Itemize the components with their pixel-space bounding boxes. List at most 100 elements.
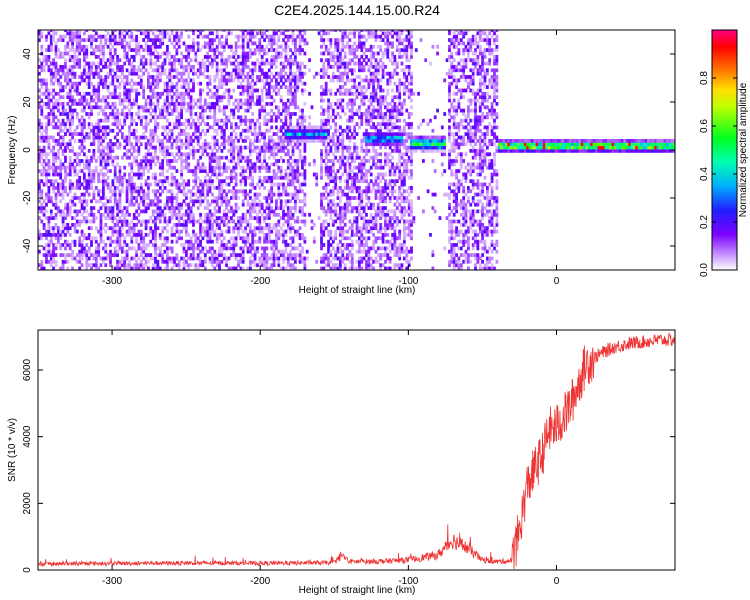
heatmap-cell: [47, 219, 51, 224]
heatmap-cell: [111, 229, 115, 234]
heatmap-cell: [118, 206, 122, 210]
heatmap-cell: [116, 229, 119, 234]
heatmap-cell: [102, 149, 105, 153]
heatmap-cell: [99, 219, 103, 224]
heatmap-cell: [102, 226, 105, 231]
heatmap-cell: [298, 48, 302, 52]
heatmap-cell: [111, 108, 115, 113]
heatmap-cell: [187, 243, 191, 247]
heatmap-cell: [227, 142, 231, 147]
heatmap-cell: [147, 266, 150, 270]
heatmap-cell: [54, 152, 58, 157]
heatmap-cell: [267, 38, 271, 42]
heatmap-cell: [80, 249, 84, 254]
heatmap-cell: [68, 68, 72, 73]
heatmap-cell: [106, 256, 110, 261]
heatmap-cell: [303, 118, 307, 123]
heatmap-cell: [267, 175, 271, 180]
heatmap-cell: [109, 95, 112, 100]
heatmap-cell: [75, 102, 79, 106]
heatmap-cell: [187, 135, 191, 140]
heatmap-cell: [80, 135, 84, 140]
heatmap-cell: [142, 155, 146, 160]
heatmap-cell: [75, 219, 79, 224]
heatmap-cell: [296, 179, 300, 184]
heatmap-cell: [194, 112, 198, 116]
heatmap-cell: [99, 81, 103, 86]
heatmap-cell: [163, 243, 167, 247]
heatmap-cell: [135, 189, 138, 194]
heatmap-cell: [130, 55, 134, 59]
heatmap-cell: [312, 128, 316, 133]
heatmap-cell: [104, 152, 108, 157]
heatmap-cell: [246, 128, 250, 133]
heatmap-cell: [118, 98, 122, 103]
heatmap-cell: [327, 102, 330, 106]
heatmap-cell: [215, 118, 219, 123]
heatmap-cell: [173, 34, 176, 39]
heatmap-cell: [244, 212, 247, 217]
heatmap-cell: [275, 65, 278, 69]
heatmap-cell: [109, 226, 112, 231]
heatmap-cell: [241, 256, 245, 261]
heatmap-cell: [40, 266, 44, 270]
heatmap-cell: [90, 105, 93, 110]
heatmap-cell: [102, 98, 105, 103]
heatmap-cell: [215, 61, 219, 66]
heatmap-cell: [331, 75, 335, 79]
heatmap-cell: [151, 102, 155, 106]
heatmap-cell: [87, 135, 91, 140]
heatmap-cell: [265, 175, 269, 180]
heatmap-cell: [256, 95, 259, 100]
heatmap-cell: [83, 108, 86, 113]
heatmap-cell: [85, 81, 89, 86]
heatmap-cell: [282, 229, 285, 234]
heatmap-cell: [180, 58, 183, 63]
heatmap-cell: [78, 266, 82, 270]
heatmap-cell: [57, 125, 60, 130]
heatmap-cell: [177, 41, 181, 46]
heatmap-cell: [125, 196, 129, 200]
heatmap-cell: [249, 189, 252, 194]
heatmap-cell: [154, 209, 157, 214]
heatmap-cell: [286, 162, 290, 167]
heatmap-cell: [215, 128, 219, 133]
heatmap-cell: [339, 115, 342, 120]
heatmap-cell: [267, 48, 271, 52]
heatmap-cell: [73, 51, 77, 56]
heatmap-cell: [166, 219, 169, 224]
heatmap-cell: [118, 145, 122, 150]
heatmap-cell: [215, 263, 219, 268]
heatmap-cell: [52, 172, 55, 177]
heatmap-cell: [324, 189, 328, 194]
heatmap-cell: [47, 44, 51, 49]
heatmap-cell: [246, 85, 250, 89]
heatmap-cell: [106, 236, 110, 241]
heatmap-cell: [331, 239, 335, 244]
heatmap-cell: [241, 30, 245, 32]
heatmap-cell: [166, 108, 169, 113]
heatmap-cell: [282, 65, 285, 69]
heatmap-cell: [125, 105, 129, 110]
heatmap-cell: [52, 108, 55, 113]
heatmap-cell: [75, 41, 79, 46]
heatmap-cell: [251, 239, 255, 244]
heatmap-cell: [301, 209, 304, 214]
heatmap-cell: [258, 41, 262, 46]
heatmap-cell: [45, 115, 48, 120]
heatmap-cell: [301, 219, 304, 224]
heatmap-cell: [294, 128, 297, 133]
heatmap-cell: [99, 155, 103, 160]
heatmap-cell: [61, 38, 65, 42]
heatmap-cell: [249, 31, 252, 36]
heatmap-cell: [64, 243, 67, 247]
heatmap-cell: [57, 91, 60, 96]
heatmap-cell: [163, 149, 167, 153]
heatmap-cell: [279, 199, 283, 204]
heatmap-cell: [132, 186, 136, 190]
heatmap-cell: [279, 71, 283, 76]
heatmap-cell: [230, 135, 233, 140]
heatmap-cell: [170, 61, 174, 66]
heatmap-cell: [59, 142, 63, 147]
heatmap-cell: [166, 132, 169, 136]
